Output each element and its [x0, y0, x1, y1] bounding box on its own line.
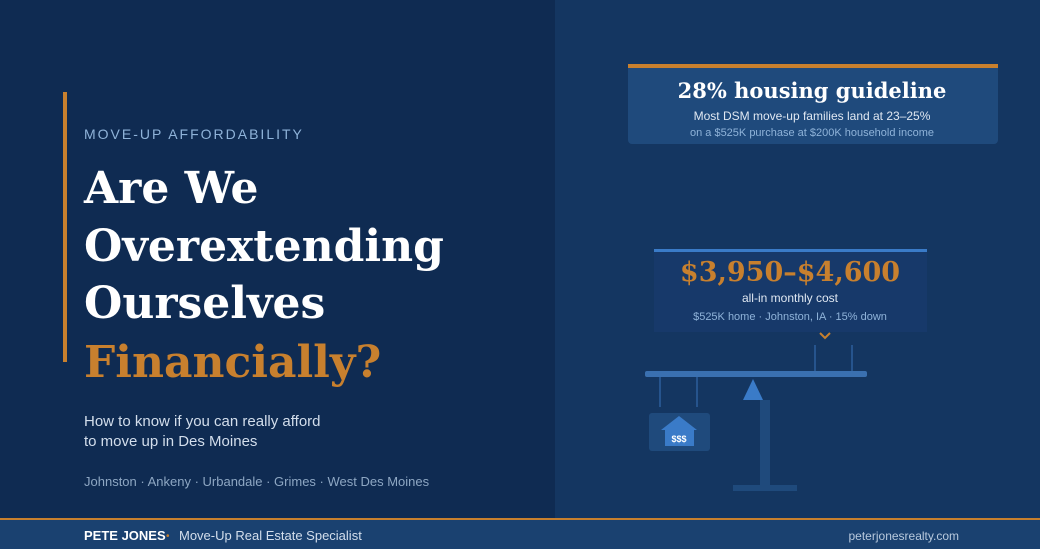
guideline-card	[628, 64, 998, 144]
card-border	[654, 249, 927, 252]
cost-detail: $525K home · Johnston, IA · 15% down	[693, 311, 887, 323]
title-line: Are We	[83, 163, 258, 214]
price: $3,950–$4,600	[680, 257, 900, 288]
towns: Johnston · Ankeny · Urbandale · Grimes ·…	[84, 474, 430, 489]
caret	[819, 332, 831, 340]
footer-name: PETE JONES	[84, 528, 166, 543]
footer-bullet: •	[166, 531, 170, 542]
title-line: Overextending	[84, 221, 444, 272]
eyebrow: MOVE-UP AFFORDABILITY	[84, 126, 304, 142]
footer	[0, 520, 1040, 549]
subtitle-line: How to know if you can really afford	[84, 413, 321, 430]
card-line: Most DSM move-up families land at 23–25%	[694, 109, 931, 123]
title-highlight: Financially?	[84, 337, 381, 388]
card-title: 28% housing guideline	[678, 78, 947, 103]
scale	[645, 345, 867, 491]
footer-border	[0, 518, 1040, 520]
cost-label: all-in monthly cost	[742, 291, 839, 305]
subtitle-line: to move up in Des Moines	[84, 433, 257, 450]
card-line: on a $525K purchase at $200K household i…	[690, 127, 934, 139]
footer-url: peterjonesrealty.com	[849, 529, 960, 543]
footer-role: Move-Up Real Estate Specialist	[179, 528, 362, 543]
card-border	[628, 64, 998, 68]
title-line: Ourselves	[84, 278, 325, 329]
cost-card	[654, 250, 927, 332]
accent-bar	[63, 92, 67, 362]
house-icon-text: $$$	[671, 434, 686, 444]
